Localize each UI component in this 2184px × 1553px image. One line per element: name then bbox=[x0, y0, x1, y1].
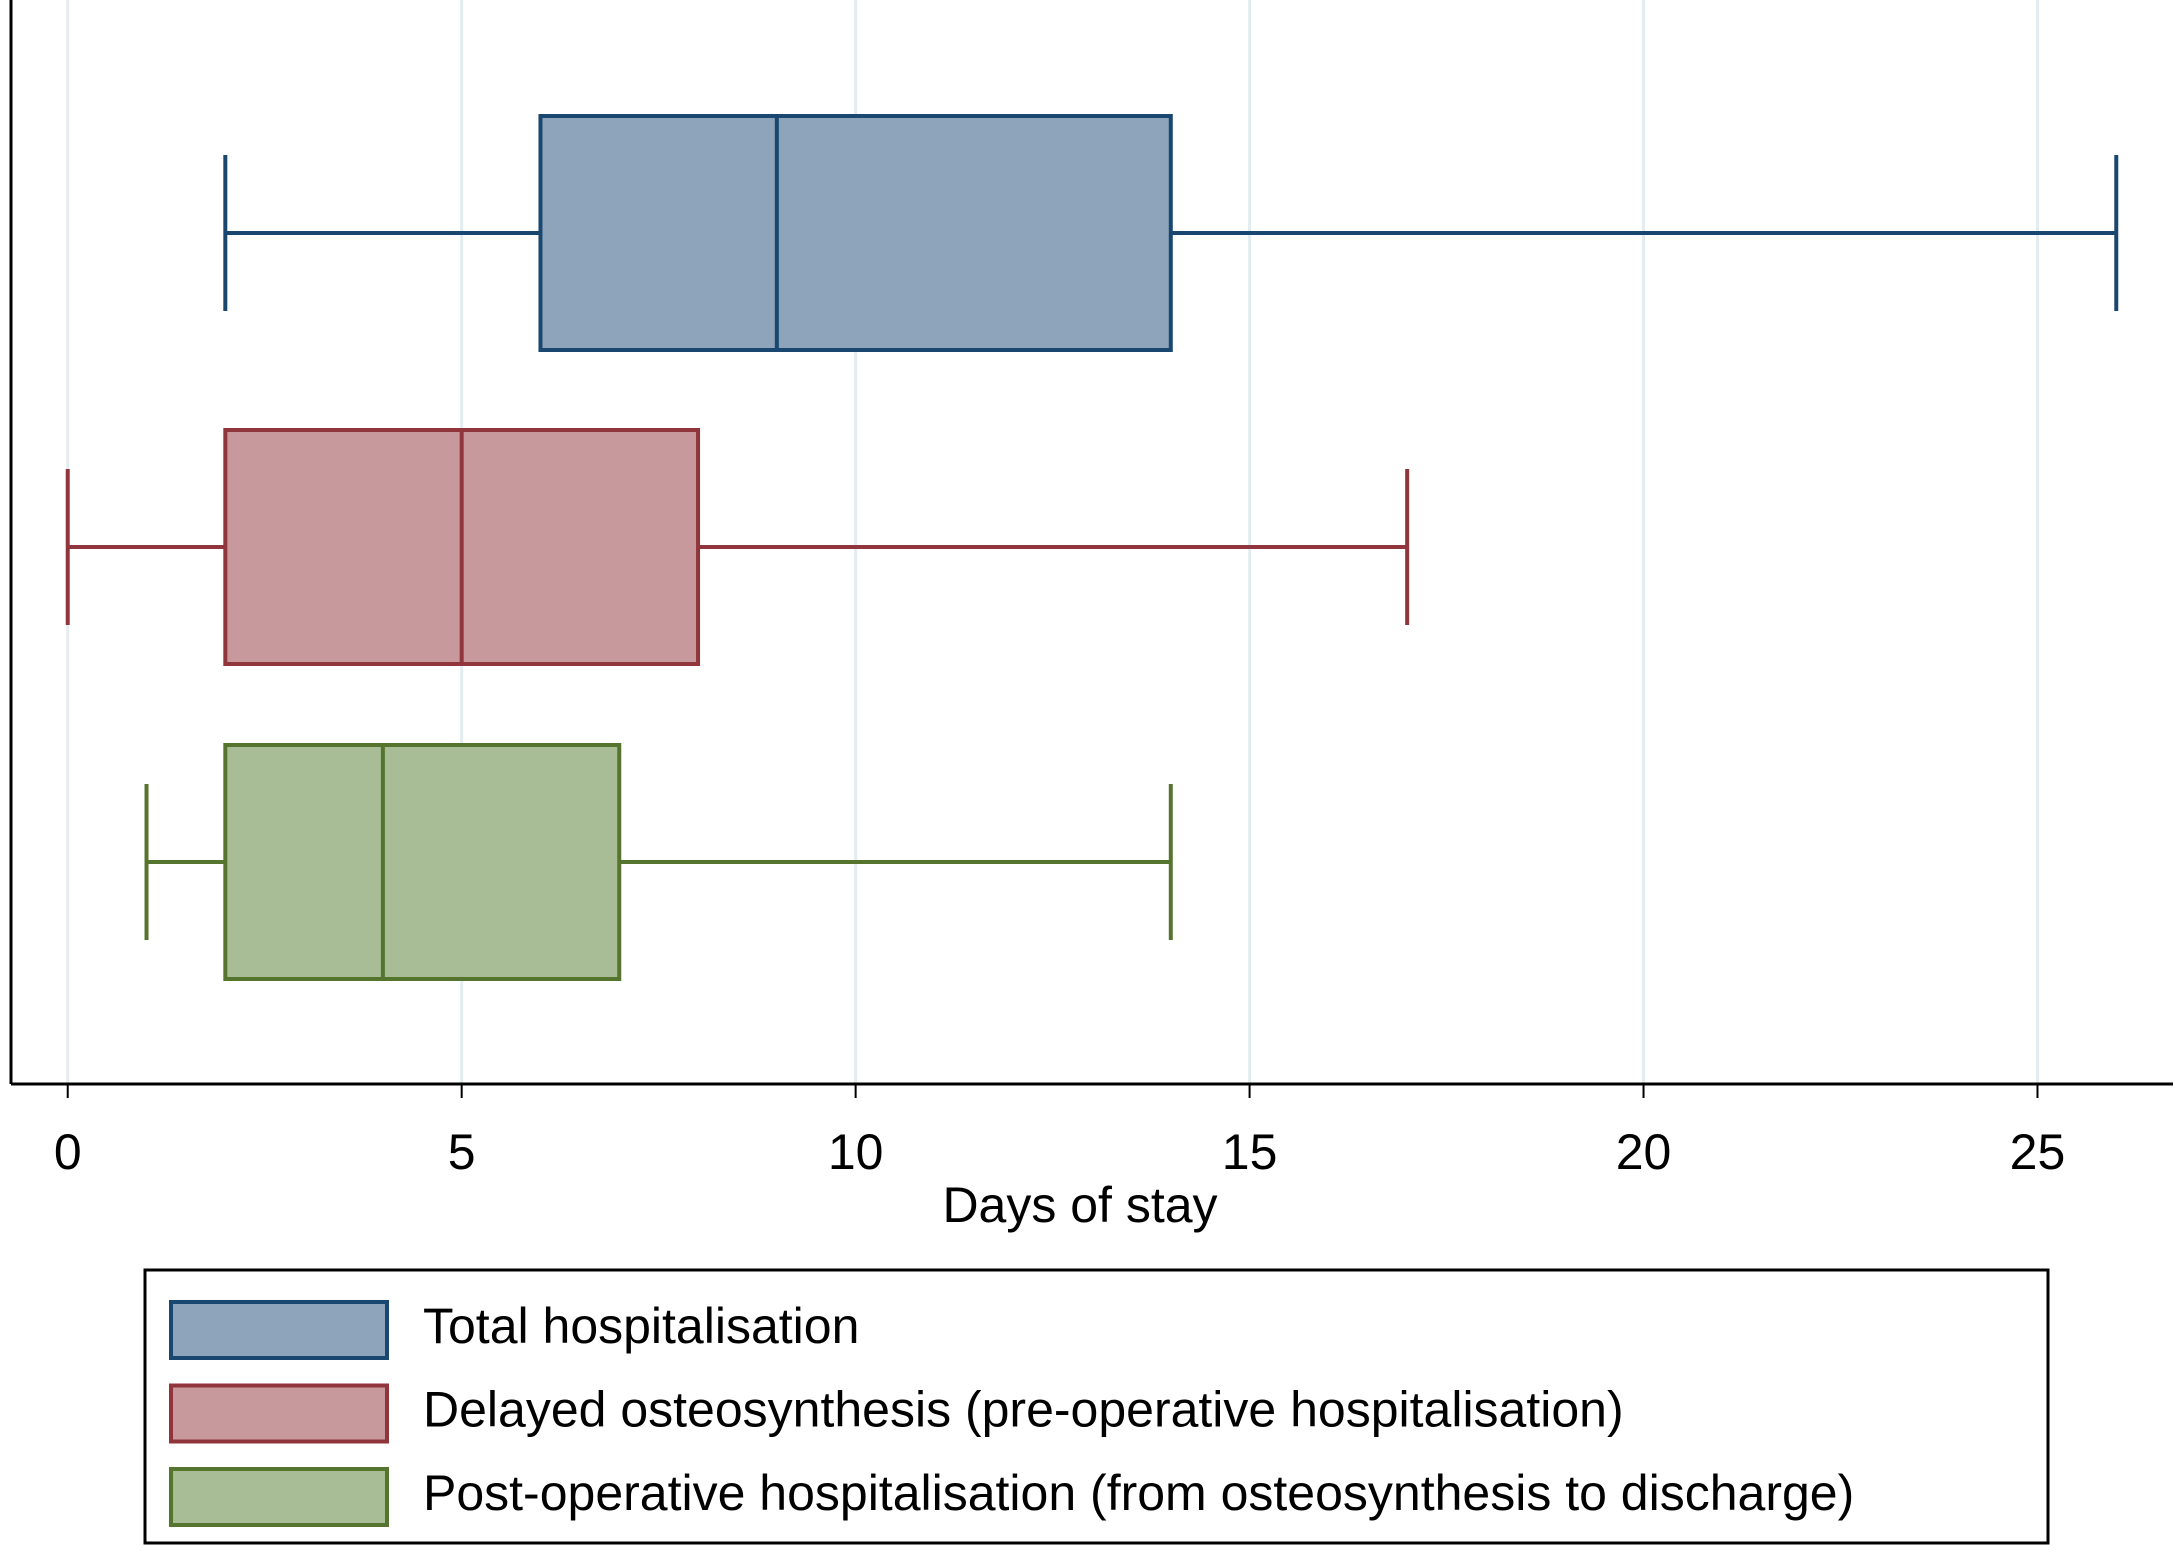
x-axis-label: Days of stay bbox=[942, 1177, 1217, 1233]
legend-frame bbox=[143, 1268, 2050, 1545]
box bbox=[223, 743, 622, 981]
legend-label: Total hospitalisation bbox=[423, 1298, 859, 1354]
legend-swatch bbox=[169, 1383, 389, 1444]
legend-label: Post-operative hospitalisation (from ost… bbox=[423, 1465, 1854, 1521]
x-tick-label: 5 bbox=[448, 1124, 476, 1180]
legend-swatch bbox=[169, 1300, 389, 1360]
legend-label: Delayed osteosynthesis (pre-operative ho… bbox=[423, 1382, 1624, 1438]
legend-swatch bbox=[169, 1467, 389, 1527]
x-tick-label: 20 bbox=[1616, 1124, 1672, 1180]
x-tick-label: 25 bbox=[2010, 1124, 2066, 1180]
box bbox=[538, 114, 1173, 352]
x-tick-label: 10 bbox=[828, 1124, 884, 1180]
x-tick-label: 15 bbox=[1222, 1124, 1278, 1180]
x-tick-label: 0 bbox=[54, 1124, 82, 1180]
